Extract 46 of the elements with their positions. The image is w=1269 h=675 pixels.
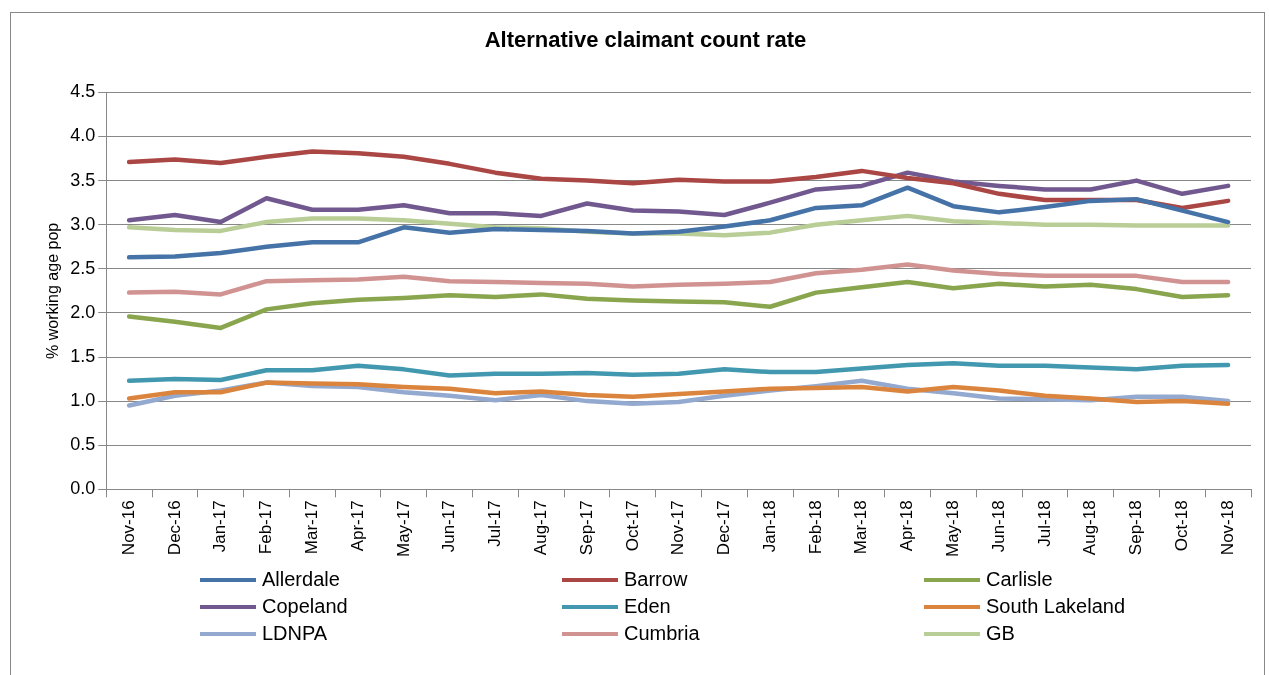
y-tick-label: 4.0: [70, 125, 96, 146]
x-tick-label: Sep-17: [576, 500, 596, 556]
x-tick-label: Oct-18: [1172, 500, 1191, 552]
y-tick-label: 3.0: [70, 213, 96, 234]
y-tick-label: 2.0: [70, 301, 96, 322]
x-tick-label: Oct-17: [622, 500, 642, 552]
x-tick-label: Mar-17: [301, 500, 321, 555]
legend-label: South Lakeland: [986, 595, 1126, 618]
y-axis-title: % working age pop: [44, 222, 62, 359]
legend-label: Cumbria: [624, 622, 700, 645]
y-tick-label: 0.5: [70, 434, 96, 455]
y-tick-label: 2.5: [70, 257, 96, 278]
legend-label: Carlisle: [986, 568, 1053, 591]
x-tick-label: Jun-17: [439, 500, 459, 553]
x-tick-label: Jan-17: [210, 500, 230, 553]
x-tick-label: Apr-18: [897, 500, 917, 552]
legend-label: Eden: [624, 595, 671, 618]
x-tick-label: Nov-18: [1217, 500, 1237, 556]
chart-title: Alternative claimant count rate: [484, 27, 807, 53]
x-tick-label: Jul-18: [1034, 500, 1054, 547]
y-tick-label: 3.5: [70, 169, 96, 190]
x-tick-label: Aug-18: [1080, 500, 1100, 556]
x-tick-label: Jan-18: [759, 500, 779, 553]
x-tick-label: Feb-17: [256, 500, 276, 555]
x-tick-label: Aug-17: [530, 500, 550, 556]
x-tick-label: Jul-17: [485, 500, 505, 547]
legend-label: Barrow: [624, 568, 688, 591]
y-tick-label: 1.0: [70, 390, 96, 411]
legend-label: LDNPA: [262, 622, 328, 645]
x-tick-label: May-17: [393, 500, 413, 557]
y-tick-label: 0.0: [70, 478, 96, 499]
x-tick-label: Apr-17: [347, 500, 367, 552]
x-tick-label: Dec-16: [164, 500, 184, 556]
x-tick-label: Mar-18: [851, 500, 871, 555]
x-tick-label: Feb-18: [805, 500, 825, 555]
legend-label: GB: [986, 622, 1015, 645]
y-tick-label: 4.5: [70, 81, 96, 102]
legend-label: Allerdale: [262, 568, 340, 591]
x-tick-label: Jun-18: [988, 500, 1008, 553]
x-tick-label: Sep-18: [1126, 500, 1146, 556]
x-tick-label: Nov-17: [668, 500, 688, 556]
x-tick-label: May-18: [943, 500, 963, 557]
x-tick-label: Dec-17: [714, 500, 734, 556]
y-tick-label: 1.5: [70, 345, 96, 366]
legend-label: Copeland: [262, 595, 348, 618]
x-tick-label: Nov-16: [118, 500, 138, 556]
